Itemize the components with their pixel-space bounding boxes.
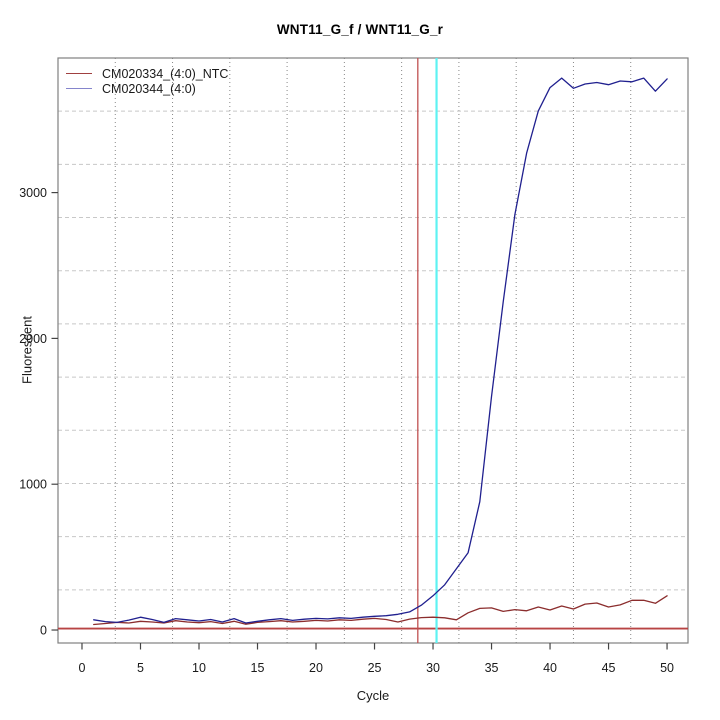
chart-title: WNT11_G_f / WNT11_G_r (276, 22, 444, 37)
x-tick-label: 0 (79, 661, 86, 675)
legend-line-swatch-ntc (66, 73, 92, 74)
y-tick-label: 1000 (19, 478, 47, 492)
y-axis-title: Fluorescent (19, 316, 35, 384)
series-line-CM020344_(4:0) (93, 77, 668, 624)
x-tick-label: 40 (543, 661, 557, 675)
x-tick-label: 30 (426, 661, 440, 675)
x-tick-label: 15 (251, 661, 265, 675)
legend-line-swatch-sample (66, 88, 92, 89)
legend: CM020334_(4:0)_NTC CM020344_(4:0) (66, 66, 228, 96)
plot-box (57, 57, 689, 644)
y-tick-label: 3000 (19, 186, 47, 200)
legend-item: CM020334_(4:0)_NTC (66, 66, 228, 81)
x-tick-label: 5 (137, 661, 144, 675)
x-tick-label: 35 (485, 661, 499, 675)
legend-item: CM020344_(4:0) (66, 81, 228, 96)
y-tick-label: 2000 (19, 332, 47, 346)
legend-label-ntc: CM020334_(4:0)_NTC (102, 66, 229, 81)
x-tick-label: 25 (368, 661, 382, 675)
x-tick-label: 20 (309, 661, 323, 675)
y-tick-label: 0 (40, 624, 47, 638)
x-axis-title: Cycle (356, 688, 390, 703)
series-line-CM020334_(4:0)_NTC (93, 595, 668, 626)
x-tick-label: 45 (602, 661, 616, 675)
legend-label-sample: CM020344_(4:0) (102, 81, 196, 96)
x-tick-label: 50 (660, 661, 674, 675)
x-tick-label: 10 (192, 661, 206, 675)
